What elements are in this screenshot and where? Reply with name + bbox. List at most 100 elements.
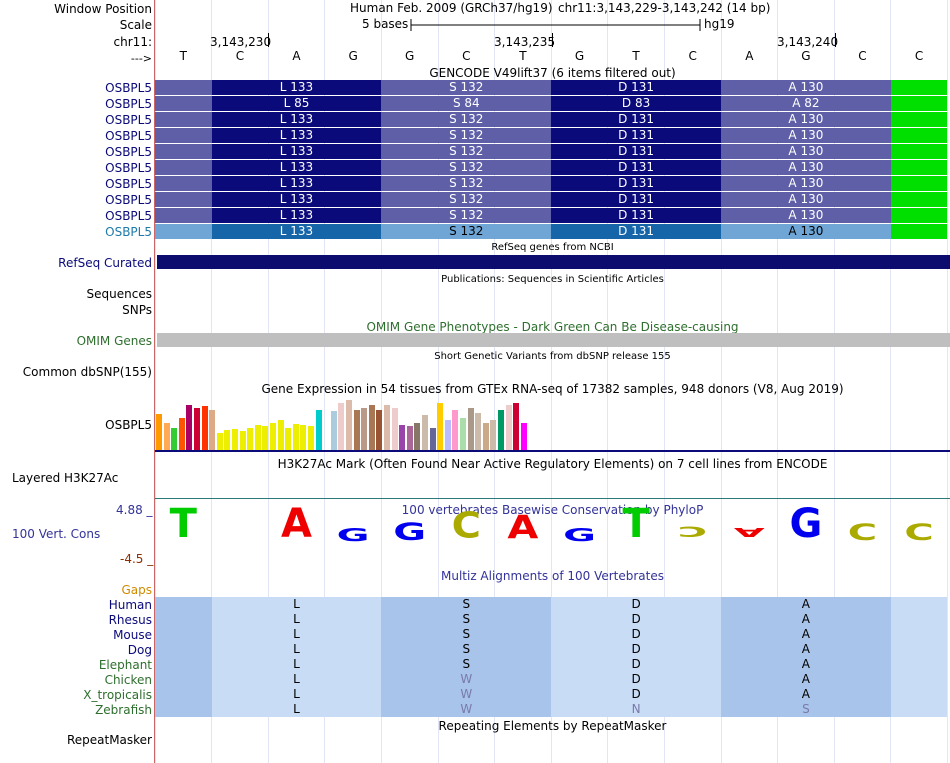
codon-cell[interactable]: S 132 [381, 80, 552, 95]
gtex-tissue-bar[interactable] [156, 414, 162, 450]
gtex-tissue-bar[interactable] [368, 405, 375, 450]
codon-cell[interactable]: S 132 [381, 128, 552, 143]
partial-codon-cell[interactable] [155, 176, 212, 191]
gtex-tissue-bar[interactable] [178, 417, 185, 450]
codon-cell[interactable]: S 132 [381, 224, 552, 239]
multiz-species-label[interactable]: Chicken [104, 673, 152, 687]
gtex-tissue-bar[interactable] [194, 407, 200, 450]
gtex-tissue-bar[interactable] [285, 427, 292, 450]
gencode-transcript-row[interactable]: L 133 S 132 D 131 A 130 [155, 192, 950, 207]
gtex-tissue-bar[interactable] [224, 430, 231, 450]
gencode-gene-label[interactable]: OSBPL5 [105, 81, 152, 95]
partial-codon-cell[interactable] [155, 192, 212, 207]
codon-cell[interactable]: A 130 [721, 160, 891, 175]
utr-cell[interactable] [890, 80, 948, 95]
partial-codon-cell[interactable] [155, 96, 212, 111]
gtex-tissue-bar[interactable] [475, 412, 482, 450]
gencode-transcript-row[interactable]: L 133 S 132 D 131 A 130 [155, 208, 950, 223]
partial-codon-cell[interactable] [155, 80, 212, 95]
codon-cell[interactable]: D 83 [551, 96, 721, 111]
gtex-tissue-bar[interactable] [452, 410, 459, 450]
refseq-label[interactable]: RefSeq Curated [58, 256, 152, 270]
codon-cell[interactable]: S 132 [381, 112, 552, 127]
gtex-tissue-bar[interactable] [346, 400, 352, 450]
partial-codon-cell[interactable] [155, 208, 212, 223]
gtex-tissue-bar[interactable] [376, 410, 383, 450]
gencode-transcript-row[interactable]: L 133 S 132 D 131 A 130 [155, 128, 950, 143]
gtex-tissue-bar[interactable] [467, 407, 474, 450]
gtex-tissue-bar[interactable] [460, 417, 466, 450]
gtex-tissue-bar[interactable] [300, 425, 307, 450]
utr-cell[interactable] [890, 144, 948, 159]
partial-codon-cell[interactable] [155, 144, 212, 159]
gencode-track-title[interactable]: GENCODE V49lift37 (6 items filtered out) [429, 66, 676, 80]
repeatmasker-track-title[interactable]: Repeating Elements by RepeatMasker [438, 719, 667, 733]
codon-cell[interactable]: A 130 [721, 112, 891, 127]
multiz-species-label[interactable]: Zebrafish [95, 703, 152, 717]
repeatmasker-label[interactable]: RepeatMasker [66, 733, 152, 747]
gencode-transcript-row[interactable]: L 85 S 84 D 83 A 82 [155, 96, 950, 111]
codon-cell[interactable]: A 82 [721, 96, 891, 111]
gtex-tissue-bar[interactable] [437, 402, 444, 450]
gtex-tissue-bar[interactable] [498, 410, 504, 450]
codon-cell[interactable]: L 133 [211, 224, 382, 239]
gtex-tissue-bar[interactable] [201, 406, 208, 450]
codon-cell[interactable]: D 131 [551, 80, 721, 95]
codon-cell[interactable]: L 133 [211, 144, 382, 159]
gencode-gene-label[interactable]: OSBPL5 [105, 161, 152, 175]
gtex-tissue-bar[interactable] [232, 429, 238, 450]
gtex-tissue-bar[interactable] [414, 422, 421, 450]
partial-codon-cell[interactable] [155, 224, 212, 239]
codon-cell[interactable]: D 131 [551, 224, 721, 239]
codon-cell[interactable]: L 133 [211, 176, 382, 191]
gencode-gene-label[interactable]: OSBPL5 [105, 225, 152, 239]
gencode-transcript-row[interactable]: L 133 S 132 D 131 A 130 [155, 80, 950, 95]
gtex-tissue-bar[interactable] [505, 405, 512, 450]
dbsnp-track-title[interactable]: Short Genetic Variants from dbSNP releas… [434, 351, 671, 362]
utr-cell[interactable] [890, 160, 948, 175]
gtex-tissue-bar[interactable] [520, 422, 527, 450]
multiz-species-label[interactable]: X_tropicalis [83, 688, 152, 702]
gtex-bar-chart[interactable] [156, 398, 556, 450]
gtex-tissue-bar[interactable] [171, 427, 178, 450]
gencode-transcript-row[interactable]: L 133 S 132 D 131 A 130 [155, 112, 950, 127]
codon-cell[interactable]: L 133 [211, 112, 382, 127]
gtex-tissue-bar[interactable] [444, 420, 451, 450]
codon-cell[interactable]: L 133 [211, 192, 382, 207]
gtex-tissue-bar[interactable] [391, 407, 398, 450]
utr-cell[interactable] [890, 192, 948, 207]
partial-codon-cell[interactable] [155, 160, 212, 175]
partial-codon-cell[interactable] [155, 112, 212, 127]
gtex-tissue-bar[interactable] [308, 426, 314, 450]
gencode-transcript-row[interactable]: L 133 S 132 D 131 A 130 [155, 224, 950, 239]
gtex-tissue-bar[interactable] [163, 422, 170, 450]
publications-track-title[interactable]: Publications: Sequences in Scientific Ar… [441, 274, 664, 285]
h3k27ac-label[interactable]: Layered H3K27Ac [12, 471, 119, 485]
utr-cell[interactable] [890, 224, 948, 239]
gtex-tissue-bar[interactable] [384, 405, 390, 450]
multiz-species-label[interactable]: Rhesus [108, 613, 152, 627]
gtex-tissue-bar[interactable] [513, 402, 520, 450]
codon-cell[interactable]: D 131 [551, 128, 721, 143]
codon-cell[interactable]: A 130 [721, 80, 891, 95]
gtex-tissue-bar[interactable] [361, 407, 368, 450]
omim-bar[interactable] [157, 333, 950, 347]
codon-cell[interactable]: L 133 [211, 208, 382, 223]
codon-cell[interactable]: S 132 [381, 176, 552, 191]
codon-cell[interactable]: A 130 [721, 176, 891, 191]
codon-cell[interactable]: L 85 [211, 96, 382, 111]
omim-track-title[interactable]: OMIM Gene Phenotypes - Dark Green Can Be… [366, 320, 739, 334]
multiz-species-label[interactable]: Elephant [98, 658, 152, 672]
gtex-tissue-bar[interactable] [429, 427, 436, 450]
gtex-tissue-bar[interactable] [262, 426, 269, 450]
publications-snps-label[interactable]: SNPs [122, 303, 152, 317]
gtex-tissue-bar[interactable] [254, 425, 261, 450]
gtex-label[interactable]: OSBPL5 [105, 418, 152, 432]
multiz-species-label[interactable]: Dog [127, 643, 152, 657]
codon-cell[interactable]: D 131 [551, 176, 721, 191]
codon-cell[interactable]: S 132 [381, 192, 552, 207]
